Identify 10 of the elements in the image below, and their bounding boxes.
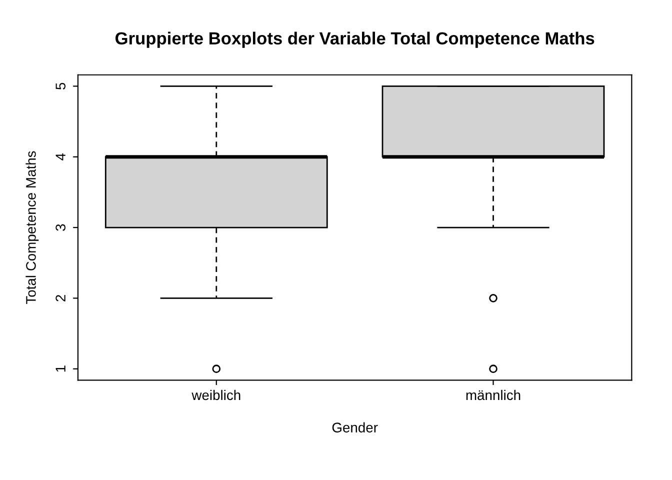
chart-title: Gruppierte Boxplots der Variable Total Competence Maths [115,32,594,48]
y-tick-label: 1 [56,366,66,372]
y-axis-title: Total Competence Maths [26,151,39,304]
y-tick-label: 2 [56,295,66,302]
x-tick-label: männlich [466,390,520,400]
y-tick-label: 5 [56,82,66,90]
y-tick-label: 3 [56,224,66,231]
x-tick-label: weiblich [192,390,240,400]
y-tick-label: 4 [56,153,66,160]
x-axis-title: Gender [332,422,378,432]
